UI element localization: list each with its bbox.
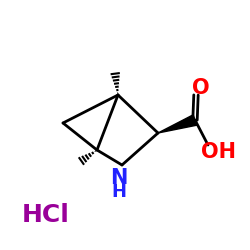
Text: HCl: HCl [22, 203, 70, 227]
Text: O: O [192, 78, 210, 98]
Text: N: N [110, 168, 128, 188]
Text: OH: OH [200, 142, 235, 162]
Polygon shape [158, 115, 197, 133]
Text: H: H [112, 183, 126, 201]
